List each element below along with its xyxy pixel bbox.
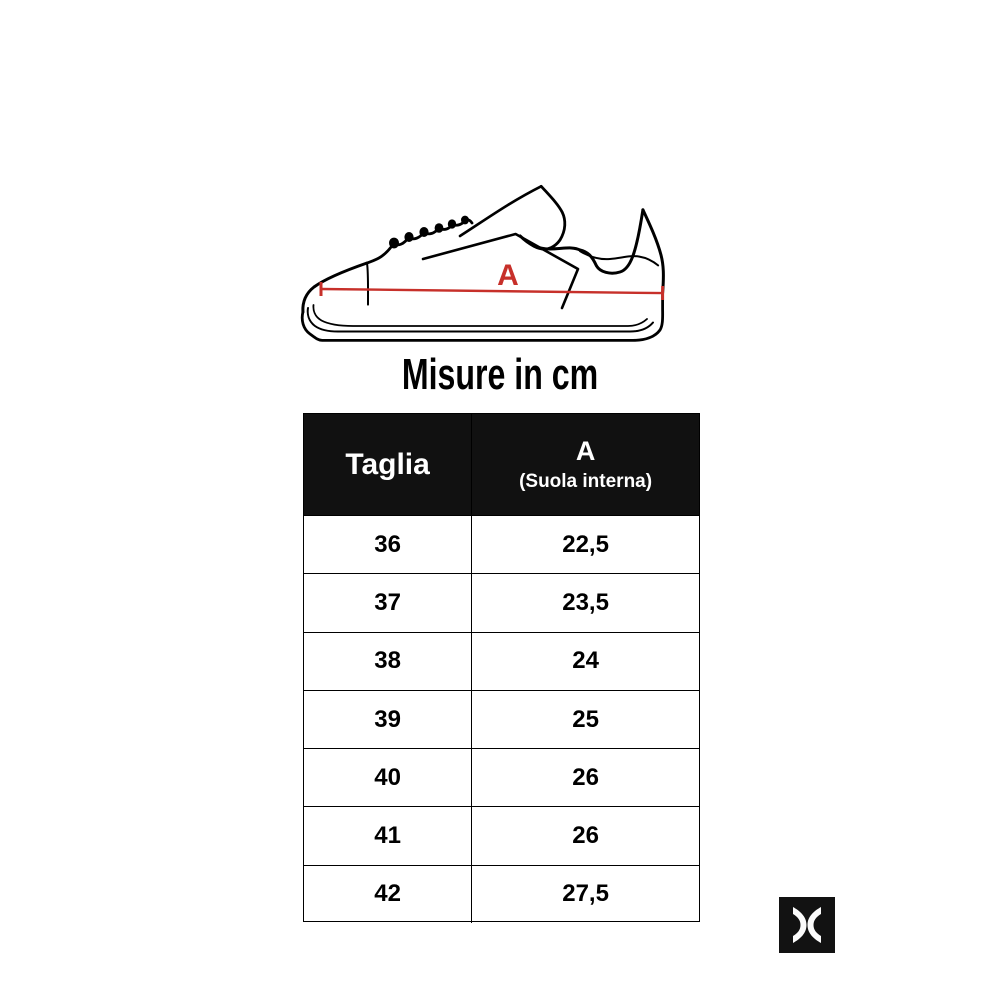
svg-text:A: A xyxy=(497,259,519,292)
